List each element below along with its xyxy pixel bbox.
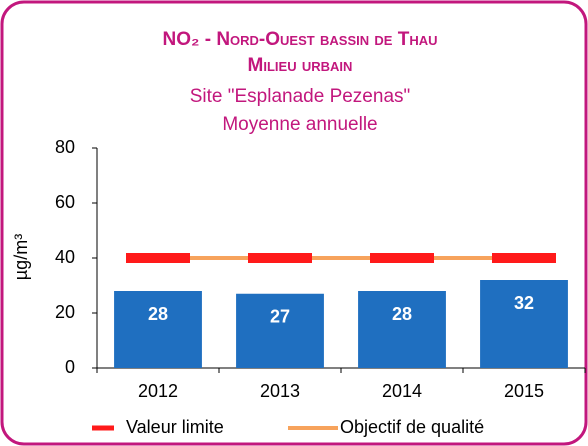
bar	[114, 291, 202, 368]
chart-title: NO₂ - Nord-Ouest bassin de Thau	[163, 29, 438, 50]
value-label: 32	[514, 293, 534, 313]
x-tick-label: 2012	[138, 381, 178, 401]
y-tick-label: 20	[55, 302, 75, 322]
y-tick-label: 80	[55, 137, 75, 157]
bar	[358, 291, 446, 368]
legend-label: Objectif de qualité	[340, 417, 484, 437]
value-label: 27	[270, 307, 290, 327]
y-tick-label: 60	[55, 192, 75, 212]
value-label: 28	[148, 304, 168, 324]
legend-label: Valeur limite	[126, 417, 224, 437]
value-label: 28	[392, 304, 412, 324]
chart-subtitle: Site "Esplanade Pezenas"	[190, 86, 411, 107]
y-axis-label: µg/m³	[11, 234, 31, 280]
chart-title: Milieu urbain	[248, 55, 353, 76]
x-tick-label: 2015	[504, 381, 544, 401]
x-tick-label: 2013	[260, 381, 300, 401]
bar	[480, 280, 568, 368]
y-tick-label: 40	[55, 247, 75, 267]
y-tick-label: 0	[65, 357, 75, 377]
x-tick-label: 2014	[382, 381, 422, 401]
bar	[236, 293, 324, 368]
chart-subtitle: Moyenne annuelle	[222, 114, 377, 135]
